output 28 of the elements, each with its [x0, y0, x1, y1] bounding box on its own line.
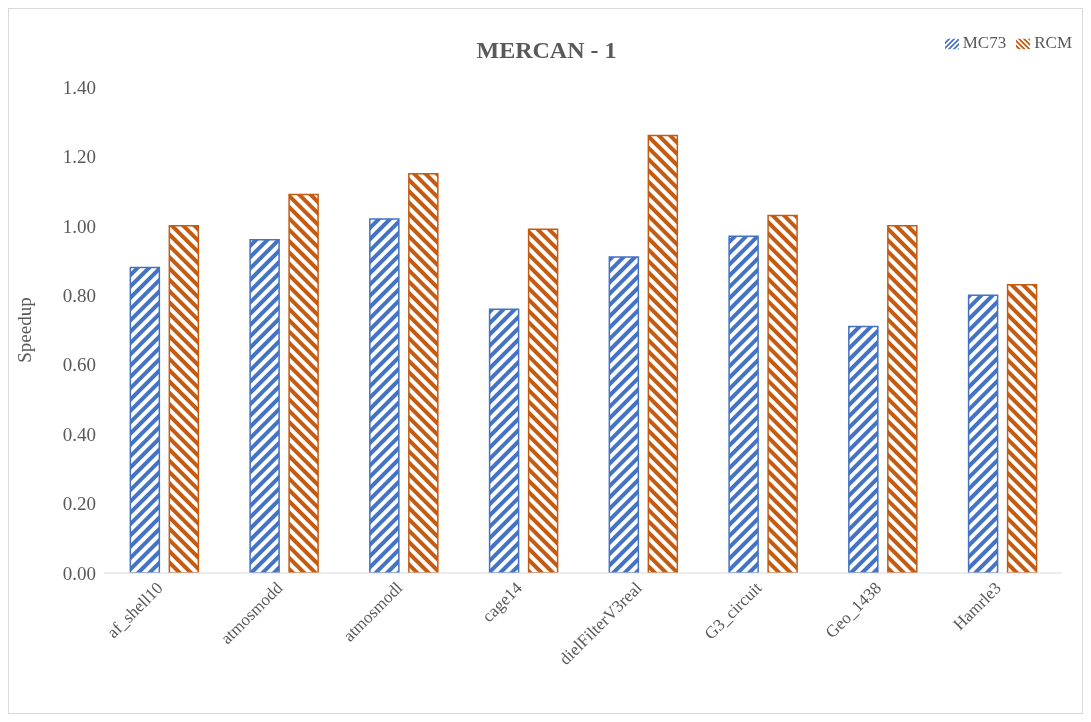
y-tick-label: 1.00 [62, 215, 96, 237]
bar [887, 225, 918, 573]
y-tick-label: 1.40 [62, 76, 96, 98]
bar [1006, 284, 1038, 573]
bar [848, 325, 879, 573]
bar [728, 235, 759, 573]
y-tick-label: 0.00 [62, 562, 96, 584]
bar [129, 266, 161, 573]
bar [488, 308, 520, 573]
bar [527, 228, 559, 573]
y-tick-label: 0.60 [62, 354, 96, 376]
bar [967, 294, 999, 573]
y-tick-label: 0.40 [62, 423, 96, 445]
chart-title: MERCAN - 1 [476, 37, 617, 63]
y-tick-label: 1.20 [62, 146, 96, 168]
bar [608, 256, 640, 573]
bar [647, 134, 679, 573]
bar [408, 173, 439, 573]
y-tick-label: 0.20 [62, 493, 96, 515]
legend-label: RCM [1034, 33, 1072, 52]
legend-label: MC73 [962, 33, 1007, 52]
bar [249, 238, 280, 573]
y-axis-title: Speedup [13, 297, 35, 363]
bar [288, 193, 319, 573]
bar [168, 225, 200, 573]
bar [369, 218, 400, 573]
y-tick-label: 0.80 [62, 285, 96, 307]
bar [767, 214, 798, 573]
